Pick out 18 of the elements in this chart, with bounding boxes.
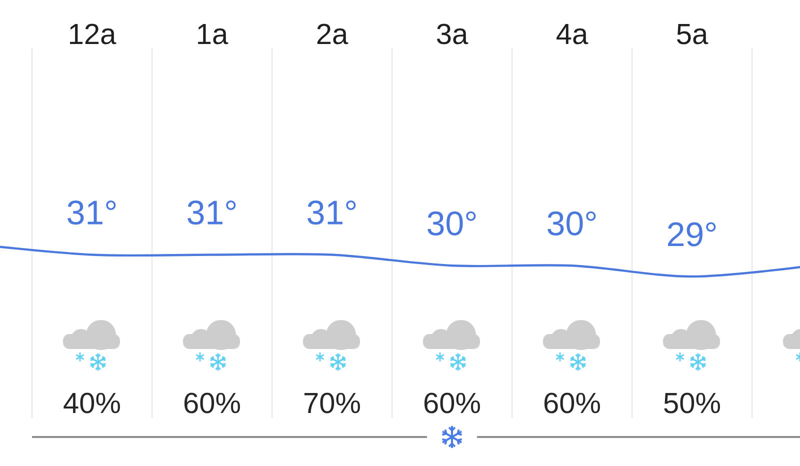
x-tick-label: 2a — [317, 24, 348, 44]
data-label: 31° — [68, 200, 116, 225]
x-tick-label: 3a — [436, 24, 468, 44]
annotation: 60% — [184, 392, 240, 414]
data-label: 31° — [308, 200, 356, 225]
annotation: 40% — [64, 392, 120, 414]
x-tick-label: 12a — [70, 24, 116, 44]
data-label: 30° — [428, 211, 476, 236]
x-tick-label: 4a — [556, 24, 588, 44]
data-label: 31° — [188, 200, 236, 225]
annotation: 50% — [664, 392, 720, 414]
x-tick-label: 1a — [198, 24, 228, 44]
x-tick-label: 5a — [677, 24, 708, 44]
data-label: 29° — [668, 222, 716, 246]
annotation: 70% — [304, 392, 360, 414]
data-label: 30° — [548, 211, 596, 236]
annotation: 60% — [424, 392, 480, 414]
annotation: 60% — [544, 392, 600, 414]
